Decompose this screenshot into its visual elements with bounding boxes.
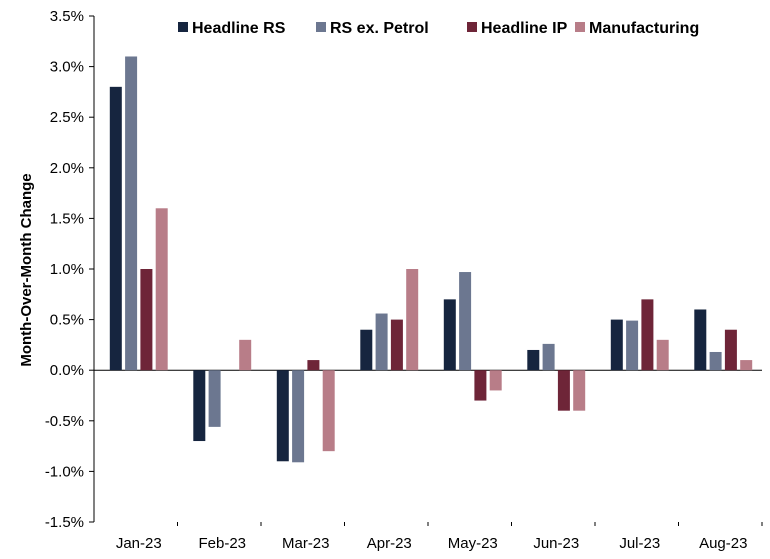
y-tick-label: 2.0% [50,160,84,177]
bar [459,272,472,371]
x-tick-label: May-23 [448,535,498,552]
bar [474,370,487,401]
bar [375,313,388,371]
bar [390,319,403,371]
bar [125,56,138,371]
bar [489,370,502,391]
y-tick-label: 3.5% [50,8,84,25]
legend-swatch [178,22,188,32]
x-tick-label: Jun-23 [533,535,579,552]
y-tick-label: -1.5% [45,514,84,531]
bar [527,349,540,371]
legend-swatch [467,22,477,32]
bar [443,299,456,371]
bar [406,269,419,371]
bar [610,319,623,371]
x-tick-label: Jan-23 [116,535,162,552]
bar [557,370,570,411]
y-tick-label: 0.0% [50,362,84,379]
bar [709,351,722,371]
bar [208,370,221,427]
y-tick-label: -1.0% [45,463,84,480]
bar [573,370,586,411]
legend-label: Manufacturing [589,20,699,37]
bar [641,299,654,371]
y-tick-label: 1.0% [50,261,84,278]
bar [656,339,669,371]
y-tick-label: -0.5% [45,413,84,430]
y-tick-label: 1.5% [50,210,84,227]
plot-area: -1.5% -1.0% -0.5% 0.0% 0.5% 1.0% 1.5% 2.0% 2.5% 3… [45,8,763,552]
bar [155,208,168,371]
y-tick-label: 3.0% [50,59,84,76]
bar [140,269,153,371]
bar [292,370,305,463]
legend-label: Headline RS [192,20,286,37]
legend-swatch [575,22,585,32]
bar [626,320,639,371]
x-tick-label: Apr-23 [367,535,412,552]
legend-label: Headline IP [481,20,568,37]
bar [542,343,555,371]
legend-swatch [316,22,326,32]
bar [307,360,320,371]
bar [694,309,707,371]
legend-label: RS ex. Petrol [330,20,429,37]
bar [322,370,335,452]
bar [724,329,737,371]
y-axis-title: Month-Over-Month Change [18,173,35,366]
x-tick-label: Aug-23 [699,535,747,552]
x-tick-label: Feb-23 [198,535,246,552]
bar [360,329,373,371]
bar [193,370,206,442]
bar [239,339,252,371]
x-tick-label: Mar-23 [282,535,330,552]
y-tick-label: 0.5% [50,312,84,329]
legend: Headline RS RS ex. Petrol Headline IP Manuf… [178,20,699,37]
y-tick-label: 2.5% [50,109,84,126]
bar [109,86,122,371]
bar [740,360,753,371]
bar [276,370,289,462]
x-tick-label: Jul-23 [619,535,660,552]
